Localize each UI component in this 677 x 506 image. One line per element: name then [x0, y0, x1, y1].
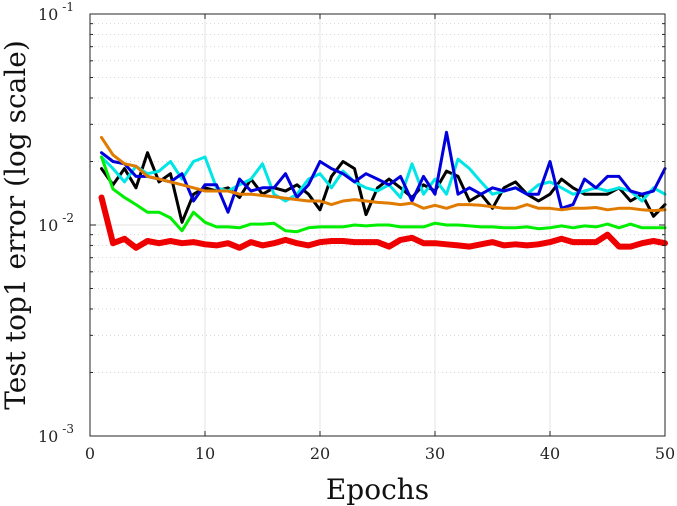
series-line-4	[100, 135, 667, 213]
x-tick-label: 0	[85, 444, 95, 463]
series-line-3	[100, 130, 667, 214]
series-line-2	[100, 155, 667, 203]
ticks: 0 10 20 30 40 50 10-3 10-2 10-1	[38, 0, 675, 463]
x-tick-label: 30	[425, 444, 445, 463]
x-tick-label: 10	[195, 444, 215, 463]
series-layer	[98, 130, 668, 251]
x-tick-label: 20	[310, 444, 330, 463]
x-tick-label: 50	[655, 444, 675, 463]
x-tick-label: 40	[540, 444, 560, 463]
grid	[90, 14, 665, 436]
x-axis-label: Epochs	[326, 473, 429, 506]
y-tick-label: 10 -2	[38, 211, 74, 235]
y-axis-label: Test top1 error (log scale)	[0, 40, 32, 410]
series-line-6	[98, 194, 668, 251]
series-line-5	[100, 155, 667, 234]
y-tick-label: 10 -1	[38, 0, 74, 24]
y-tick-label: 10 -3	[38, 422, 74, 446]
